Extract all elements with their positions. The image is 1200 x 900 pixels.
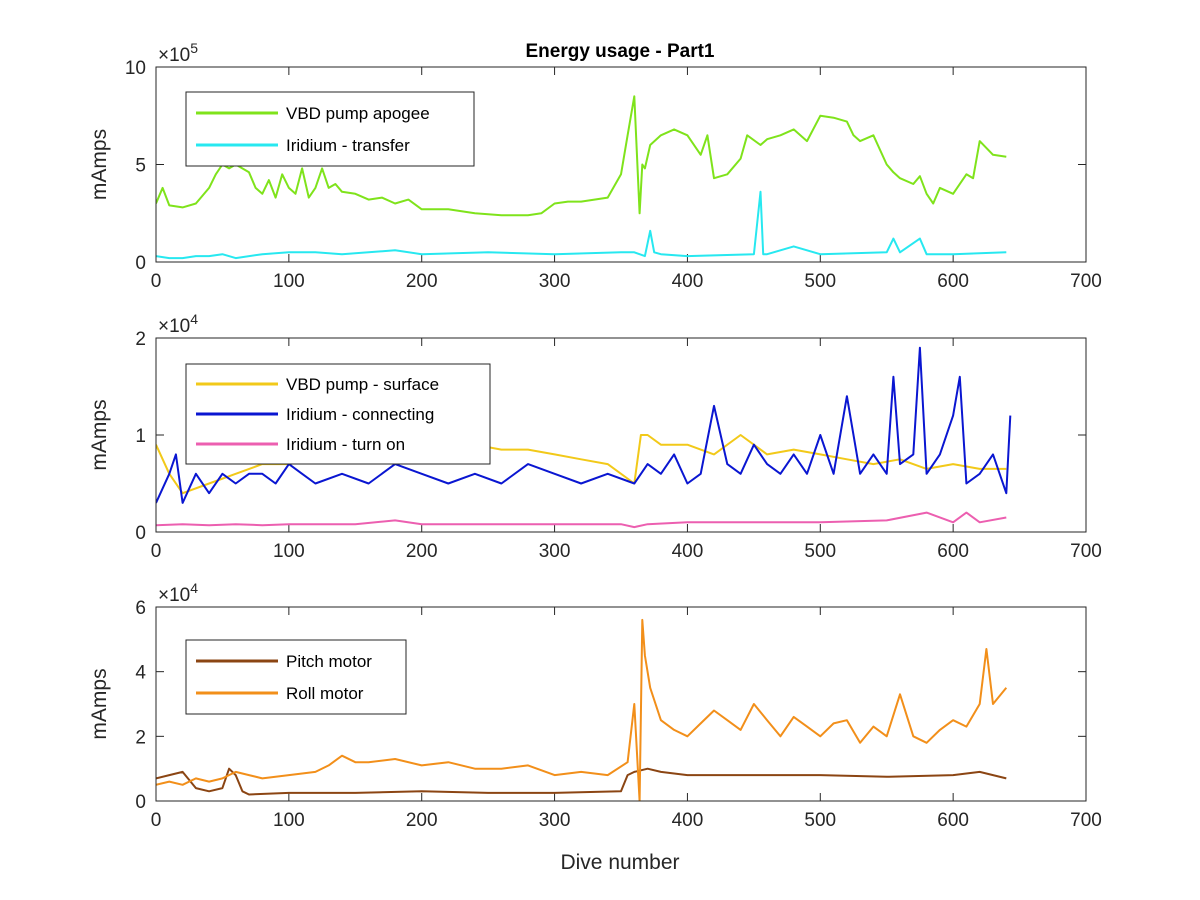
chart-panel-1: 0 100 200 300 400 500 600 700 0 5 10 ×105 mAmps VBD p… [88, 40, 1102, 292]
legend-box [185, 639, 407, 715]
x-tick-label: 700 [1070, 271, 1102, 292]
legend-label: Roll motor [286, 684, 364, 703]
x-tick-label: 500 [804, 810, 836, 831]
y-tick-label: 0 [135, 792, 146, 813]
x-tick-label: 700 [1070, 541, 1102, 562]
x-tick-label: 600 [937, 541, 969, 562]
legend-label: Pitch motor [286, 652, 372, 671]
x-tick-label: 200 [406, 541, 438, 562]
x-tick-label: 600 [937, 271, 969, 292]
axes-frame [155, 606, 1087, 802]
x-tick-label: 300 [539, 810, 571, 831]
series-line-iridium-connecting [156, 346, 1012, 504]
x-tick-label: 500 [804, 541, 836, 562]
x-tick-label: 400 [672, 810, 704, 831]
x-tick-label: 100 [273, 541, 305, 562]
x-tick-label: 200 [406, 271, 438, 292]
series-line-iridium-turn-on [156, 511, 1007, 529]
chart-panel-2: 0 100 200 300 400 500 600 700 0 1 2 ×104 mAmps VBD pu… [88, 311, 1102, 562]
x-tick-label: 100 [273, 271, 305, 292]
series-line-vbd-pump-apogee [156, 95, 1007, 217]
legend-label: Iridium - transfer [286, 136, 410, 155]
x-tick-label: 700 [1070, 810, 1102, 831]
legend-box [185, 91, 475, 167]
y-tick-label: 4 [135, 663, 146, 684]
legend-label: VBD pump apogee [286, 104, 430, 123]
y-tick-label: 10 [125, 58, 146, 79]
y-axis-label: mAmps [88, 399, 111, 470]
legend-label: Iridium - turn on [286, 435, 405, 454]
y-axis-label: mAmps [88, 668, 111, 739]
x-axis-label: Dive number [560, 851, 679, 874]
y-tick-label: 0 [135, 523, 146, 544]
chart-panel-3: 0 100 200 300 400 500 600 700 0 2 4 6 ×104 mAmps Pitch… [88, 580, 1102, 831]
legend-label: VBD pump - surface [286, 375, 439, 394]
x-tick-label: 500 [804, 271, 836, 292]
x-tick-label: 300 [539, 271, 571, 292]
series-line-roll-motor [156, 618, 1008, 801]
y-axis-label: mAmps [88, 129, 111, 200]
legend-label: Iridium - connecting [286, 405, 434, 424]
axes-frame [155, 337, 1087, 533]
y-tick-label: 1 [135, 426, 146, 447]
axes-frame [155, 66, 1087, 263]
x-tick-label: 0 [151, 541, 162, 562]
x-tick-label: 100 [273, 810, 305, 831]
series-line-iridium-transfer [156, 190, 1007, 260]
y-tick-label: 2 [135, 727, 146, 748]
y-exponent-label: ×105 [158, 40, 198, 66]
x-tick-label: 0 [151, 271, 162, 292]
y-tick-label: 6 [135, 598, 146, 619]
x-tick-label: 200 [406, 810, 438, 831]
y-tick-label: 2 [135, 329, 146, 350]
x-tick-label: 400 [672, 541, 704, 562]
x-tick-label: 600 [937, 810, 969, 831]
chart-title: Energy usage - Part1 [525, 41, 714, 62]
x-tick-label: 300 [539, 541, 571, 562]
x-tick-label: 0 [151, 810, 162, 831]
y-tick-label: 5 [135, 156, 146, 177]
y-exponent-label: ×104 [158, 580, 198, 606]
x-tick-label: 400 [672, 271, 704, 292]
y-tick-label: 0 [135, 253, 146, 274]
series-line-pitch-motor [156, 767, 1007, 796]
y-exponent-label: ×104 [158, 311, 198, 337]
